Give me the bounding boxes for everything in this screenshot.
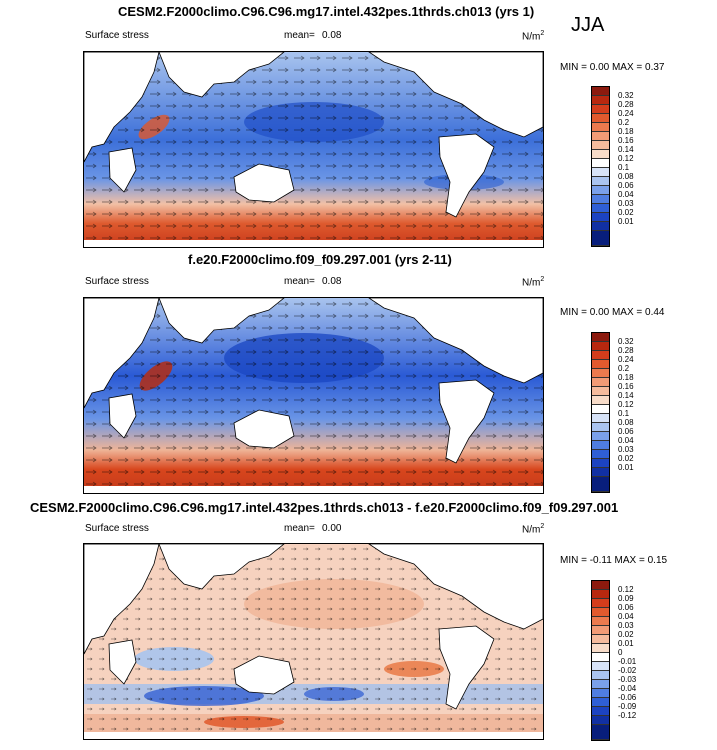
panel-3-min-max: MIN = -0.11 MAX = 0.15 — [560, 555, 668, 566]
panel-3-tick: 0.01 — [618, 639, 634, 648]
panel-1-tick: 0.16 — [618, 136, 634, 145]
panel-1-tick: 0.04 — [618, 190, 634, 199]
panel-3-colorbar — [591, 580, 610, 741]
panel-1-tick: 0.32 — [618, 91, 634, 100]
panel-3-tick: 0.03 — [618, 621, 634, 630]
panel-2-tick: 0.1 — [618, 409, 630, 418]
panel-2-tick: 0.03 — [618, 445, 634, 454]
panel-3-tick: -0.06 — [618, 693, 637, 702]
panel-3-mean-label: mean= — [284, 523, 315, 534]
panel-1-mean-value: 0.08 — [322, 30, 342, 41]
panel-1-tick: 0.03 — [618, 199, 634, 208]
panel-3-variable: Surface stress — [85, 523, 149, 534]
panel-1-tick: 0.02 — [618, 208, 634, 217]
panel-3-tick: 0.06 — [618, 603, 634, 612]
panel-1-units: N/m2 — [522, 30, 545, 43]
panel-2-tick: 0.28 — [618, 346, 634, 355]
panel-1-tick: 0.06 — [618, 181, 634, 190]
panel-2-colorbar — [591, 332, 610, 493]
panel-1-variable: Surface stress — [85, 30, 149, 41]
panel-1-map — [83, 51, 544, 248]
panel-3-units: N/m2 — [522, 523, 545, 536]
panel-1-min-max: MIN = 0.00 MAX = 0.37 — [560, 62, 665, 73]
panel-2-tick: 0.01 — [618, 463, 634, 472]
panel-3-tick: -0.02 — [618, 666, 637, 675]
panel-1-tick: 0.18 — [618, 127, 634, 136]
panel-2-tick: 0.2 — [618, 364, 630, 373]
panel-1-tick: 0.08 — [618, 172, 634, 181]
panel-3-tick: 0.12 — [618, 585, 634, 594]
panel-3-tick: -0.03 — [618, 675, 637, 684]
panel-1-tick: 0.2 — [618, 118, 630, 127]
panel-3-tick: 0.09 — [618, 594, 634, 603]
panel-1-tick: 0.01 — [618, 217, 634, 226]
panel-1-tick: 0.24 — [618, 109, 634, 118]
panel-2-mean-value: 0.08 — [322, 276, 342, 287]
panel-2-tick: 0.08 — [618, 418, 634, 427]
panel-2-tick: 0.14 — [618, 391, 634, 400]
panel-3-tick: -0.12 — [618, 711, 637, 720]
panel-2-mean-label: mean= — [284, 276, 315, 287]
panel-1-title: CESM2.F2000climo.C96.C96.mg17.intel.432p… — [118, 4, 535, 19]
season-label: JJA — [571, 14, 605, 36]
panel-2-variable: Surface stress — [85, 276, 149, 287]
panel-3-title: CESM2.F2000climo.C96.C96.mg17.intel.432p… — [30, 500, 619, 515]
panel-3-mean-value: 0.00 — [322, 523, 342, 534]
panel-1-colorbar — [591, 86, 610, 247]
panel-3-tick: -0.09 — [618, 702, 637, 711]
panel-3-tick: -0.04 — [618, 684, 637, 693]
panel-2-tick: 0.06 — [618, 427, 634, 436]
panel-2-title: f.e20.F2000climo.f09_f09.297.001 (yrs 2-… — [188, 252, 452, 267]
panel-2-tick: 0.18 — [618, 373, 634, 382]
panel-1-tick: 0.1 — [618, 163, 630, 172]
panel-3-tick: 0.04 — [618, 612, 634, 621]
panel-3-tick: 0.02 — [618, 630, 634, 639]
panel-2-tick: 0.32 — [618, 337, 634, 346]
panel-2-map — [83, 297, 544, 494]
panel-2-tick: 0.12 — [618, 400, 634, 409]
panel-3-map — [83, 543, 544, 740]
panel-3-tick: -0.01 — [618, 657, 637, 666]
panel-2-tick: 0.04 — [618, 436, 634, 445]
panel-1-tick: 0.28 — [618, 100, 634, 109]
panel-3-tick: 0 — [618, 648, 623, 657]
panel-1-tick: 0.12 — [618, 154, 634, 163]
panel-1-mean-label: mean= — [284, 30, 315, 41]
panel-2-min-max: MIN = 0.00 MAX = 0.44 — [560, 307, 665, 318]
panel-2-tick: 0.24 — [618, 355, 634, 364]
panel-2-tick: 0.02 — [618, 454, 634, 463]
panel-2-tick: 0.16 — [618, 382, 634, 391]
panel-1-tick: 0.14 — [618, 145, 634, 154]
panel-2-units: N/m2 — [522, 276, 545, 289]
